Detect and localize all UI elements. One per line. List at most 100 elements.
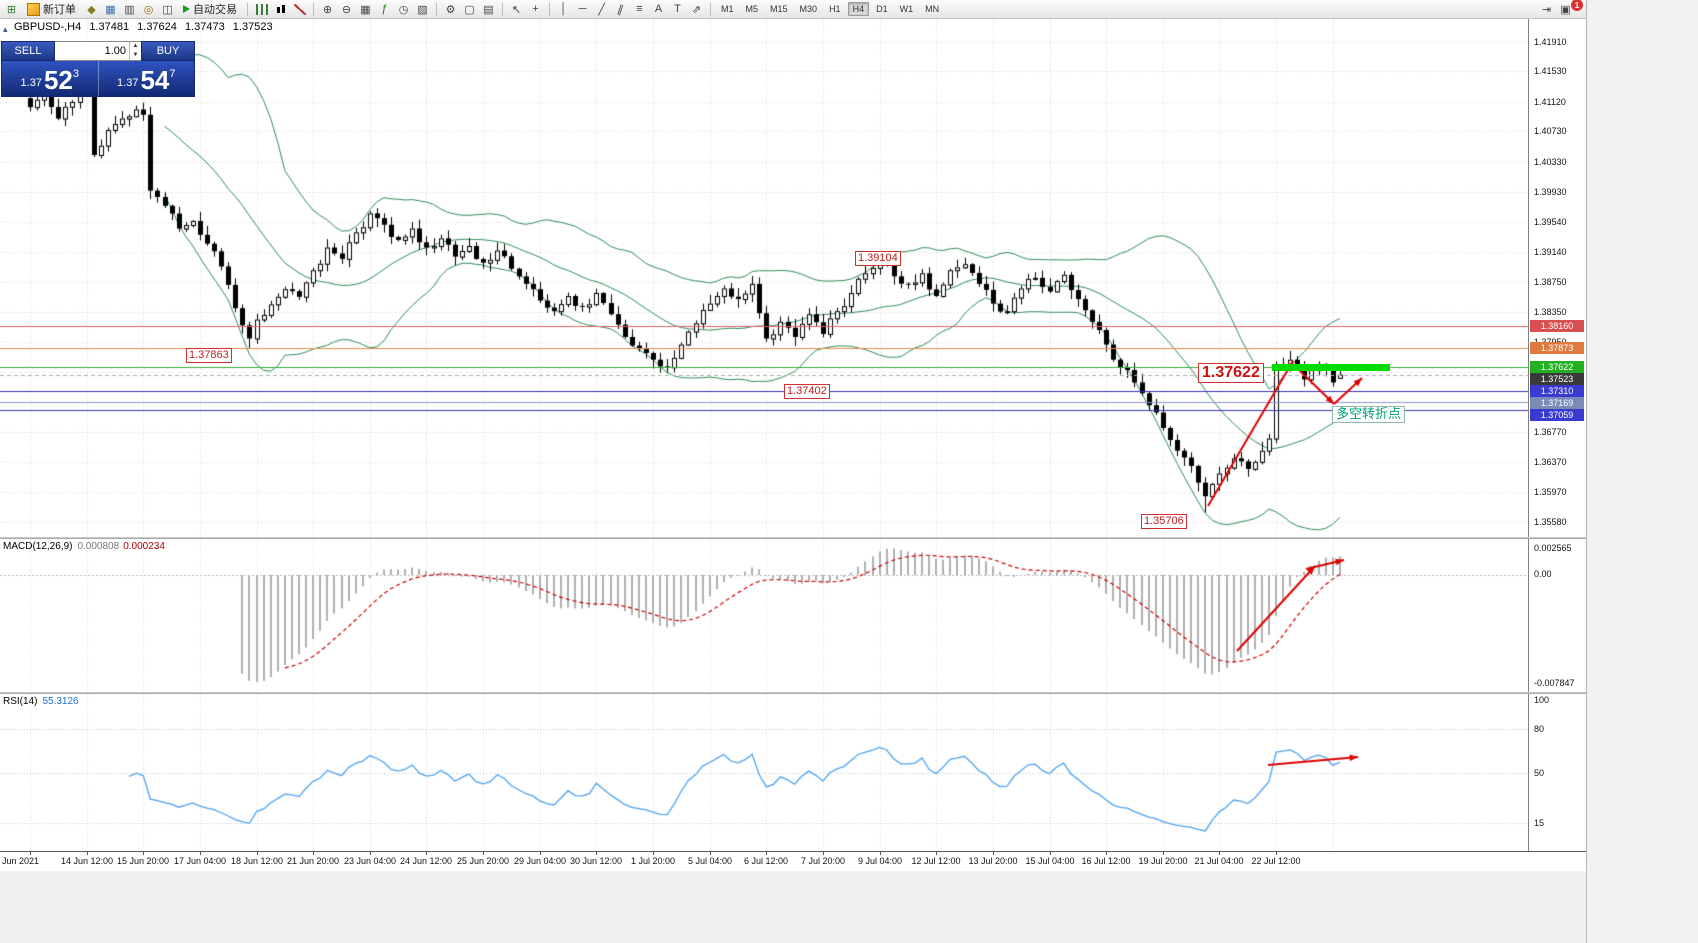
highlight-line-object[interactable] [1272, 364, 1390, 371]
time-axis-label: 24 Jun 12:00 [399, 856, 453, 866]
volume-stepper[interactable]: ▲ ▼ [129, 42, 141, 60]
price-axis-label: 1.40330 [1534, 156, 1567, 167]
auto-trading-button[interactable]: 自动交易 [178, 2, 242, 17]
fullscreen-icon[interactable]: ▢ [464, 3, 475, 16]
new-order-button[interactable]: 新订单 [22, 2, 81, 17]
data-window-icon[interactable]: ▥ [124, 3, 135, 16]
sell-price[interactable]: 1.37 52 3 [2, 61, 98, 96]
price-axis-label: 1.39930 [1534, 187, 1567, 198]
buy-price[interactable]: 1.37 54 7 [99, 61, 195, 96]
options-icon[interactable]: ⚙ [445, 3, 456, 16]
price-line-label: 1.37622 [1530, 361, 1584, 374]
timeframe-h1-button[interactable]: H1 [829, 4, 841, 14]
price-annotation[interactable]: 1.37402 [784, 384, 830, 399]
time-axis[interactable]: Jun 2021 14 Jun 12:00 15 Jun 20:00 17 Jun 0… [0, 851, 1586, 871]
notification-badge: 1 [1571, 0, 1583, 11]
timeframe-h4-button[interactable]: H4 [847, 2, 870, 16]
price-axis-label: 1.41120 [1534, 96, 1566, 107]
rsi-panel-canvas[interactable] [0, 694, 1528, 851]
one-click-collapse-icon[interactable]: ▴ [3, 24, 8, 34]
volume-down-icon[interactable]: ▼ [132, 52, 139, 58]
chart-low-value: 1.37473 [184, 21, 225, 33]
time-axis-label: 30 Jun 12:00 [569, 856, 623, 866]
time-axis-label: 1 Jul 20:00 [630, 856, 676, 866]
channel-icon[interactable]: ∥ [615, 2, 625, 17]
market-watch-icon[interactable]: ▦ [105, 3, 116, 16]
metaeditor-icon[interactable]: ◆ [87, 3, 96, 16]
auto-trading-button-label: 自动交易 [193, 4, 237, 16]
note-annotation[interactable]: 多空转折点 [1332, 406, 1406, 423]
timeframe-m15-button[interactable]: M15 [770, 4, 788, 14]
timeframe-m30-button[interactable]: M30 [799, 4, 818, 14]
navigator-icon[interactable]: ◎ [143, 3, 154, 16]
zoom-in-icon[interactable]: ⊕ [322, 3, 333, 16]
panel-splitter[interactable] [0, 537, 1586, 539]
macd-axis-label: -0.007847 [1534, 678, 1575, 688]
print-icon[interactable]: ▤ [483, 3, 494, 16]
volume-up-icon[interactable]: ▲ [132, 43, 139, 49]
periods-icon[interactable]: ◷ [398, 3, 409, 16]
time-axis-tick [1050, 852, 1051, 855]
vertical-line-icon[interactable]: │ [560, 3, 567, 15]
chart-line-icon[interactable] [291, 2, 308, 17]
templates-icon[interactable]: ▧ [417, 3, 428, 16]
macd-axis[interactable]: 0.002565 0.00 -0.007847 [1528, 539, 1586, 692]
timeframe-m5-button[interactable]: M5 [745, 4, 759, 14]
chart-shift-icon[interactable]: ⇥ [1541, 3, 1552, 16]
chart-high-value: 1.37624 [137, 21, 177, 33]
new-chart-icon[interactable]: ⊞ [6, 3, 17, 16]
zoom-out-icon[interactable]: ⊖ [341, 3, 352, 16]
main-price-axis[interactable]: 1.41910 1.41530 1.41120 1.40730 1.40330 1.399… [1528, 19, 1586, 537]
time-axis-label: 18 Jun 12:00 [230, 856, 284, 866]
rsi-axis[interactable]: 100 80 50 15 [1528, 694, 1586, 851]
sell-price-big: 52 [43, 65, 73, 95]
time-axis-label: Jun 2021 [2, 856, 40, 866]
price-annotation[interactable]: 1.39104 [855, 251, 901, 266]
time-axis-label: 21 Jun 20:00 [286, 856, 340, 866]
price-line-label: 1.37059 [1530, 409, 1584, 422]
time-axis-tick [1163, 852, 1164, 855]
timeframe-mn-button[interactable]: MN [925, 4, 940, 14]
text-icon[interactable]: A [654, 3, 663, 15]
terminal-icon[interactable]: ◫ [162, 3, 173, 16]
chart-candles-icon[interactable] [272, 2, 289, 17]
indicators-icon[interactable]: ƒ [381, 3, 388, 15]
price-annotation[interactable]: 1.37622 [1198, 363, 1264, 384]
crosshair-icon[interactable]: + [532, 3, 539, 15]
toolbar-separator [436, 2, 437, 16]
time-axis-tick [653, 852, 654, 855]
fibonacci-icon[interactable]: ≡ [636, 3, 643, 15]
mt4-window: ⊞ 新订单 ◆ ▦ ▥ ◎ ◫ 自动交易 ⊕ ⊖ ▦ ƒ ◷ ▧ ⚙ ▢ ▤ ↖ + │ ─ ╱ ∥ ≡ A T ⇗ M1 M5 M15 M… [0, 0, 1586, 943]
timeframe-m1-button[interactable]: M1 [721, 4, 734, 14]
main-chart-canvas[interactable] [0, 19, 1528, 537]
notifications-icon[interactable]: ▣ [1560, 3, 1571, 16]
price-line-label: 1.37169 [1530, 397, 1584, 410]
timeframe-w1-button[interactable]: W1 [899, 4, 914, 14]
timeframe-d1-button[interactable]: D1 [876, 4, 888, 14]
volume-field[interactable]: 1.00 ▲ ▼ [55, 41, 141, 61]
horizontal-line-icon[interactable]: ─ [578, 3, 587, 15]
volume-value[interactable]: 1.00 [104, 45, 126, 57]
toolbar-separator [247, 2, 248, 16]
cursor-icon[interactable]: ↖ [511, 3, 522, 16]
macd-signal-value: 0.000234 [123, 541, 165, 552]
trendline-icon[interactable]: ╱ [598, 3, 605, 16]
price-axis-label: 1.36770 [1534, 426, 1567, 437]
tile-windows-icon[interactable]: ▦ [360, 3, 371, 16]
time-axis-tick [540, 852, 541, 855]
buy-price-prefix: 1.37 [117, 77, 139, 89]
label-icon[interactable]: T [674, 3, 681, 15]
price-axis-label: 1.38350 [1534, 306, 1567, 317]
price-annotation[interactable]: 1.37863 [186, 348, 232, 363]
buy-button[interactable]: BUY [141, 41, 195, 61]
macd-main-value: 0.000808 [77, 541, 120, 552]
time-axis-tick [1106, 852, 1107, 855]
sell-button[interactable]: SELL [1, 41, 55, 61]
price-annotation[interactable]: 1.35706 [1141, 514, 1187, 529]
price-axis-label: 1.38750 [1534, 276, 1567, 287]
chart-bars-icon[interactable] [253, 2, 270, 17]
macd-panel-canvas[interactable] [0, 539, 1528, 692]
price-axis-label: 1.36370 [1534, 457, 1567, 468]
arrows-icon[interactable]: ⇗ [691, 3, 702, 16]
panel-splitter[interactable] [0, 692, 1586, 694]
